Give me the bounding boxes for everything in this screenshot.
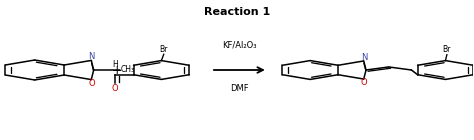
Text: H: H: [112, 60, 118, 69]
Text: Reaction 1: Reaction 1: [204, 7, 270, 17]
Text: +: +: [111, 64, 122, 76]
Text: O: O: [361, 78, 367, 87]
Text: N: N: [361, 53, 367, 62]
Text: N: N: [89, 52, 95, 61]
Text: DMF: DMF: [230, 84, 249, 93]
Text: KF/Al₂O₃: KF/Al₂O₃: [222, 41, 256, 50]
Text: Br: Br: [443, 45, 451, 54]
Text: O: O: [111, 84, 118, 93]
Text: CH₃: CH₃: [121, 66, 135, 74]
Text: Br: Br: [160, 45, 168, 54]
Text: O: O: [89, 79, 95, 88]
